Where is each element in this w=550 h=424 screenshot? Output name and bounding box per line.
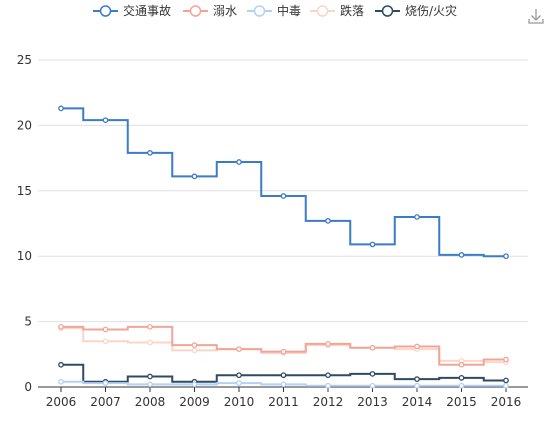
data-point[interactable] [369,371,376,377]
data-point[interactable] [58,361,64,368]
data-points [58,105,509,389]
legend-label: 溺水 [213,4,237,18]
legend-marker-icon [189,5,202,17]
data-point[interactable] [458,252,465,258]
legend-item-2[interactable]: 中毒 [247,3,301,18]
data-point[interactable] [102,380,109,386]
data-point[interactable] [369,382,376,389]
data-point[interactable] [369,241,376,248]
x-tick-label: 2013 [357,395,388,409]
legend-marker-icon [316,5,329,17]
data-point[interactable] [280,381,287,388]
data-point[interactable] [58,378,64,385]
data-point[interactable] [58,105,64,112]
data-point[interactable] [325,382,331,389]
x-tick-label: 2009 [179,395,210,409]
data-point[interactable] [191,381,198,388]
data-point[interactable] [503,382,509,389]
data-point[interactable] [102,326,109,333]
y-tick-label: 10 [17,249,32,263]
legend-label: 中毒 [277,3,301,18]
data-point[interactable] [191,342,198,348]
legend-marker-icon [99,5,112,17]
data-point[interactable] [58,323,64,330]
data-point[interactable] [503,253,509,260]
data-point[interactable] [102,117,109,124]
x-tick-label: 2010 [224,395,255,409]
y-tick-label: 15 [17,184,32,198]
x-tick-label: 2015 [446,395,477,409]
data-point[interactable] [280,348,287,355]
x-tick-label: 2008 [135,395,166,409]
y-tick-label: 0 [24,380,32,394]
data-point[interactable] [191,173,198,180]
legend-label: 烧伤/火灾 [405,3,457,18]
legend[interactable]: 交通事故 溺水 中毒 跌落 烧伤/火灾 [93,3,457,18]
data-point[interactable] [369,344,376,351]
x-tick-label: 2016 [491,395,522,409]
data-point[interactable] [458,374,465,381]
series-line-1[interactable] [61,325,506,366]
legend-label: 交通事故 [123,3,171,18]
x-tick-label: 2007 [90,395,121,409]
legend-marker-icon [381,5,394,17]
x-tick-label: 2011 [268,395,299,409]
data-point[interactable] [414,382,420,389]
y-tick-label: 25 [17,53,32,67]
data-point[interactable] [325,340,331,347]
y-tick-label: 20 [17,118,32,132]
axes: 0 5 10 15 20 25 2006 2007 2008 2009 2010 2011 2012 20… [17,53,528,409]
x-tick-label: 2012 [313,395,344,409]
data-point[interactable] [414,214,420,220]
data-point[interactable] [503,377,509,384]
gridlines [38,59,528,323]
x-tick-label: 2006 [46,395,77,409]
series-line-2[interactable] [61,380,506,387]
legend-item-0[interactable]: 交通事故 [93,3,171,18]
data-point[interactable] [102,338,109,345]
legend-label: 跌落 [340,3,364,18]
data-point[interactable] [325,372,331,379]
data-point[interactable] [147,373,153,380]
data-point[interactable] [458,382,465,389]
data-point[interactable] [191,347,198,354]
data-point[interactable] [280,372,287,379]
toolbox[interactable] [526,6,546,26]
data-point[interactable] [236,372,242,379]
data-point[interactable] [147,381,153,388]
x-tick-label: 2014 [402,395,433,409]
data-point[interactable] [414,343,420,350]
data-point[interactable] [503,356,509,363]
data-point[interactable] [147,323,153,330]
data-point[interactable] [236,346,242,352]
legend-item-4[interactable]: 烧伤/火灾 [375,3,457,18]
legend-marker-icon [253,5,266,17]
legend-item-3[interactable]: 跌落 [310,3,364,18]
data-point[interactable] [236,380,242,386]
series-lines [61,107,506,387]
series-line-0[interactable] [61,107,506,258]
y-tick-label: 5 [24,315,32,329]
data-point[interactable] [280,193,287,199]
data-point[interactable] [236,159,242,165]
data-point[interactable] [147,150,153,156]
data-point[interactable] [458,361,465,368]
data-point[interactable] [147,339,153,346]
legend-item-1[interactable]: 溺水 [183,4,237,18]
data-point[interactable] [325,218,331,224]
data-point[interactable] [414,376,420,383]
download-icon[interactable] [526,6,546,26]
